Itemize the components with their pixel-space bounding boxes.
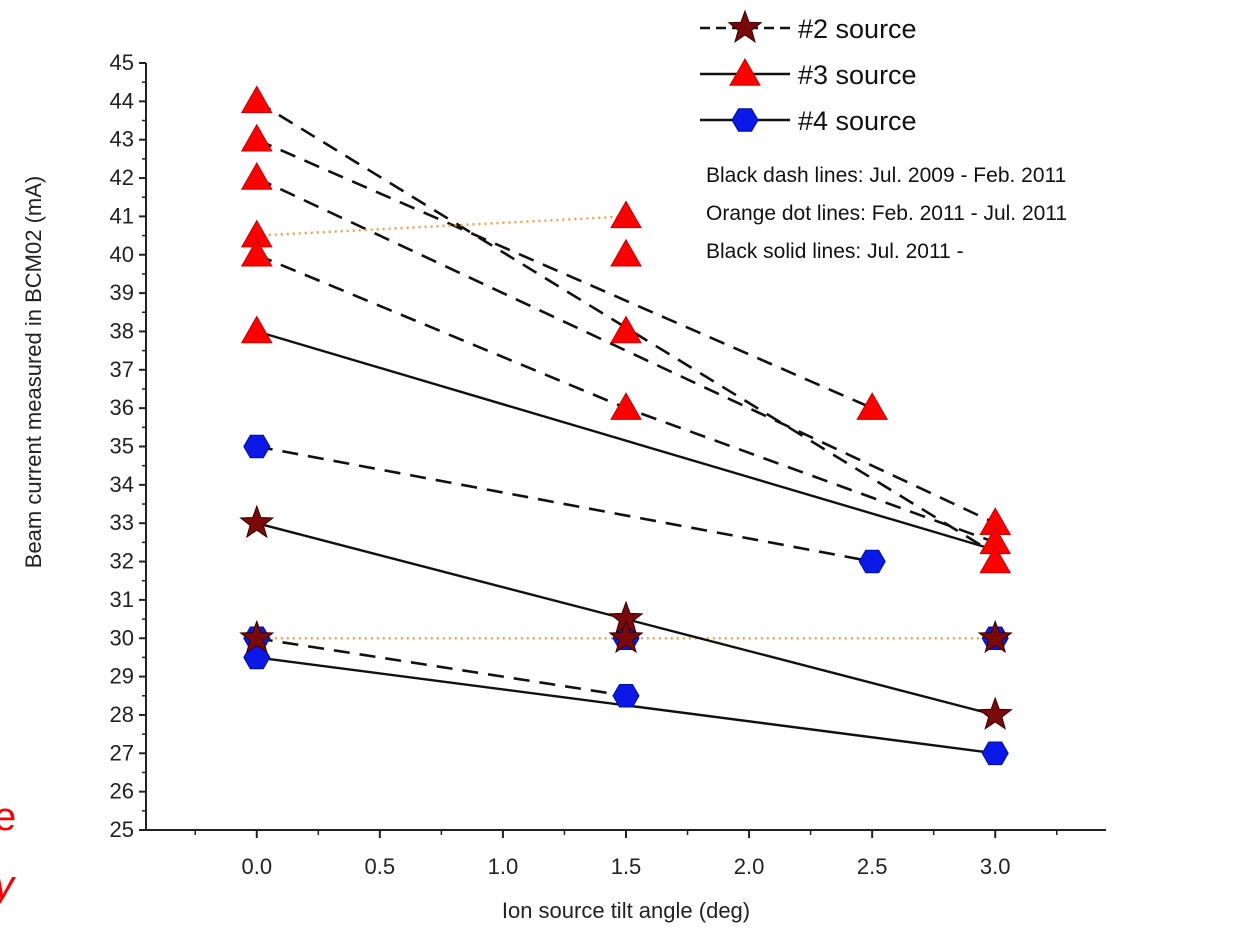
axes: 25 26 27 28 29 30 31 32 33 34 35 36 37 38 39 40 41 42 43 44… — [110, 50, 1106, 879]
star-marker — [977, 696, 1013, 730]
x-tick-label: 2.5 — [857, 854, 888, 879]
edge-text-fragment-1: e — [0, 795, 16, 839]
x-tick-label: 1.0 — [488, 854, 519, 879]
triangle-marker — [610, 315, 642, 344]
legend-label: #2 source — [798, 14, 917, 44]
y-tick-label: 30 — [110, 625, 134, 650]
y-tick-label: 27 — [110, 740, 134, 765]
y-tick-label: 26 — [110, 779, 134, 804]
y-tick-label: 41 — [110, 203, 134, 228]
triangle-marker — [856, 392, 889, 420]
y-tick-label: 29 — [110, 664, 134, 689]
solid-line-segment — [256, 330, 996, 552]
note-dot-lines: Orange dot lines: Feb. 2011 - Jul. 2011 — [706, 202, 1067, 225]
dash-line-segment — [256, 176, 996, 525]
y-tick-label: 40 — [110, 242, 134, 267]
triangle-marker — [610, 392, 642, 420]
dot-line-segment — [256, 215, 627, 237]
x-tick-label: 1.5 — [611, 854, 642, 879]
triangle-marker — [240, 123, 273, 152]
legend-label: #4 source — [798, 106, 917, 136]
dash-line-segment — [256, 637, 627, 698]
series-markers — [239, 85, 1013, 766]
legend-label: #3 source — [798, 60, 917, 90]
hexagon-marker — [858, 549, 886, 574]
annotation-notes: Black dash lines: Jul. 2009 - Feb. 2011 … — [706, 164, 1067, 263]
note-solid-lines: Black solid lines: Jul. 2011 - — [706, 240, 964, 263]
triangle-marker — [610, 200, 642, 229]
y-tick-label: 38 — [110, 318, 134, 343]
star-marker — [239, 504, 275, 539]
star-marker — [608, 619, 644, 654]
dash-line-segment — [256, 138, 873, 410]
triangle-marker — [979, 545, 1012, 574]
triangle-marker — [240, 162, 273, 190]
triangle-marker — [240, 238, 273, 267]
triangle-marker — [240, 315, 273, 344]
legend-hexagon-marker — [731, 108, 759, 132]
edge-text-fragment-2: y — [0, 863, 17, 907]
x-axis-title: Ion source tilt angle (deg) — [502, 898, 750, 923]
y-tick-label: 43 — [110, 127, 134, 152]
y-tick-label: 31 — [110, 587, 134, 612]
series-lines — [256, 100, 996, 755]
y-tick-label: 32 — [110, 549, 134, 574]
triangle-marker — [240, 85, 273, 114]
x-tick-label: 0.5 — [365, 854, 396, 879]
y-tick-label: 44 — [110, 88, 134, 113]
legend-star-marker — [727, 9, 763, 43]
hexagon-marker — [981, 741, 1009, 766]
x-tick-label: 0.0 — [241, 854, 272, 879]
y-tick-label: 35 — [110, 434, 134, 459]
star-marker — [977, 619, 1013, 654]
hexagon-marker — [612, 684, 640, 708]
y-tick-label: 33 — [110, 510, 134, 535]
y-tick-label: 37 — [110, 357, 134, 382]
star-marker — [239, 619, 275, 654]
y-axis-title: Beam current measured in BCM02 (mA) — [21, 176, 46, 568]
y-tick-label: 42 — [110, 165, 134, 190]
note-dash-lines: Black dash lines: Jul. 2009 - Feb. 2011 — [706, 164, 1066, 187]
hexagon-marker — [243, 434, 271, 459]
triangle-marker — [610, 238, 642, 267]
y-tick-label: 39 — [110, 280, 134, 305]
x-tick-label: 3.0 — [980, 854, 1011, 879]
y-tick-label: 28 — [110, 702, 134, 727]
dash-line-segment — [256, 445, 873, 563]
y-tick-label: 25 — [110, 817, 134, 842]
x-tick-label: 2.0 — [734, 854, 765, 879]
legend-triangle-marker — [729, 57, 761, 86]
dash-line-segment — [256, 100, 996, 556]
y-tick-label: 34 — [110, 472, 134, 497]
y-tick-label: 45 — [110, 50, 134, 75]
y-tick-label: 36 — [110, 395, 134, 420]
legend: #2 source #3 source #4 source — [700, 9, 917, 136]
